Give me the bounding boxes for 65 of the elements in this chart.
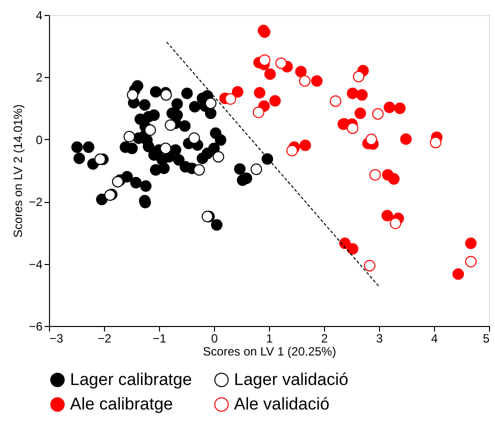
y-tick-label: −2: [28, 195, 43, 210]
point: [269, 95, 281, 107]
point: [384, 102, 396, 114]
y-tick-label: 0: [36, 132, 43, 147]
point: [390, 218, 402, 230]
point: [352, 70, 364, 82]
legend-label: Lager validació: [234, 370, 348, 389]
legend-label: Lager calibratge: [70, 370, 192, 389]
point: [144, 124, 156, 136]
point: [232, 86, 244, 98]
y-tick-label: 4: [36, 8, 43, 22]
point: [346, 122, 358, 134]
x-tick-label: 4: [431, 332, 438, 346]
point: [382, 210, 393, 222]
legend-label: Ale calibratge: [70, 394, 174, 414]
point: [204, 98, 216, 110]
point: [300, 140, 312, 152]
point: [366, 134, 378, 146]
point: [275, 57, 287, 69]
point: [94, 154, 106, 166]
point: [160, 89, 172, 101]
y-tick-label: 2: [36, 70, 43, 85]
point: [430, 136, 442, 148]
point: [252, 106, 264, 118]
point: [286, 144, 298, 156]
point: [258, 54, 270, 66]
point: [400, 133, 412, 145]
point: [224, 93, 236, 105]
x-tick-label: 5: [482, 332, 490, 346]
point: [452, 268, 464, 280]
point: [364, 260, 376, 272]
point: [112, 176, 124, 188]
point: [346, 88, 358, 100]
point: [354, 108, 366, 120]
x-tick-label: 0: [211, 332, 218, 346]
point: [311, 75, 323, 87]
y-tick-label: −6: [28, 320, 43, 334]
point: [126, 89, 138, 101]
y-axis-title: Scores on LV 2 (14.01%): [10, 104, 25, 238]
x-tick-label: −1: [152, 332, 167, 346]
legend-label: Ale validació: [234, 394, 330, 414]
point: [160, 142, 172, 154]
point: [394, 102, 406, 114]
x-axis-title: Scores on LV 1 (20.25%): [202, 344, 336, 358]
x-tick-label: 3: [376, 332, 384, 346]
x-tick-label: −2: [98, 332, 112, 346]
point: [372, 108, 384, 120]
point: [164, 119, 176, 131]
x-tick-label: 1: [266, 332, 274, 346]
point: [369, 169, 381, 181]
point: [295, 66, 307, 78]
point: [356, 89, 368, 101]
point: [264, 68, 276, 80]
point: [465, 238, 477, 250]
point: [330, 95, 342, 107]
point: [388, 173, 400, 185]
y-tick-label: −4: [28, 257, 43, 272]
point: [188, 132, 200, 144]
point: [299, 75, 310, 87]
point: [254, 87, 266, 98]
point: [193, 164, 205, 176]
point: [465, 256, 477, 268]
point: [346, 243, 358, 255]
x-tick-label: −3: [50, 332, 64, 346]
x-tick-label: 2: [321, 332, 328, 346]
